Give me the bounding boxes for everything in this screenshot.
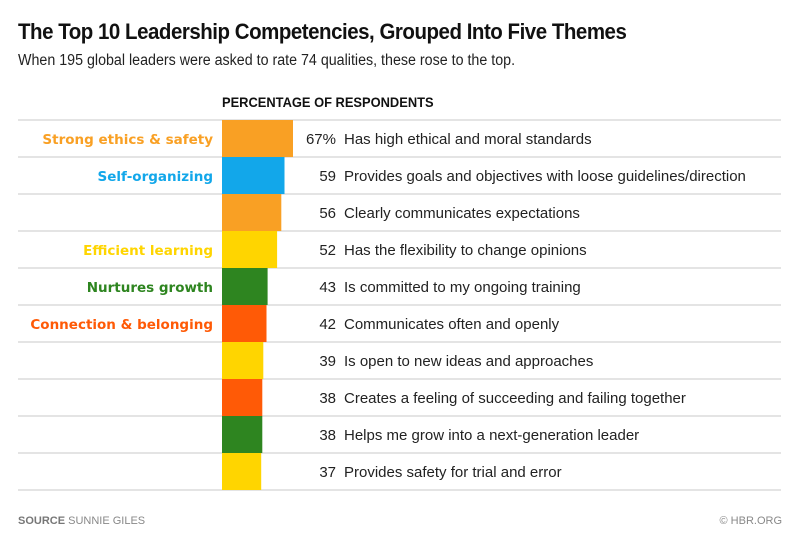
theme-label: Strong ethics & safety xyxy=(42,132,213,148)
bar xyxy=(222,194,282,231)
value-label: 38 xyxy=(319,427,336,444)
bar xyxy=(222,416,263,453)
chart-title: The Top 10 Leadership Competencies, Grou… xyxy=(18,19,627,44)
source-label: SOURCE xyxy=(18,515,66,527)
category-label: Communicates often and openly xyxy=(344,316,560,333)
bar xyxy=(222,342,264,379)
category-label: Creates a feeling of succeeding and fail… xyxy=(344,390,686,407)
value-label: 39 xyxy=(319,353,336,370)
source-note: SOURCE SUNNIE GILES xyxy=(18,515,145,527)
category-label: Has the flexibility to change opinions xyxy=(344,242,587,259)
category-label: Is committed to my ongoing training xyxy=(344,279,581,296)
value-label: 59 xyxy=(319,168,336,185)
bar xyxy=(222,453,262,490)
bar xyxy=(222,157,285,194)
value-label: 67% xyxy=(306,131,336,148)
theme-label: Connection & belonging xyxy=(30,317,213,333)
value-label: 37 xyxy=(319,464,336,481)
category-label: Provides safety for trial and error xyxy=(344,464,562,481)
category-label: Provides goals and objectives with loose… xyxy=(344,168,746,185)
category-label: Has high ethical and moral standards xyxy=(344,131,592,148)
value-label: 52 xyxy=(319,242,336,259)
value-label: 43 xyxy=(319,279,336,296)
bar xyxy=(222,305,267,342)
value-label: 38 xyxy=(319,390,336,407)
theme-label: Efficient learning xyxy=(83,243,213,259)
value-label: 42 xyxy=(319,316,336,333)
source-value: SUNNIE GILES xyxy=(68,515,146,527)
theme-label: Nurtures growth xyxy=(87,280,213,296)
chart-subtitle: When 195 global leaders were asked to ra… xyxy=(18,52,516,69)
theme-label: Self-organizing xyxy=(98,169,213,185)
value-label: 56 xyxy=(319,205,336,222)
bar xyxy=(222,120,293,157)
bar xyxy=(222,231,278,268)
category-label: Helps me grow into a next-generation lea… xyxy=(344,427,639,444)
bar xyxy=(222,379,263,416)
x-axis-label: PERCENTAGE OF RESPONDENTS xyxy=(222,94,434,110)
bar xyxy=(222,268,268,305)
category-label: Is open to new ideas and approaches xyxy=(344,353,593,370)
category-label: Clearly communicates expectations xyxy=(344,205,580,222)
copyright: © HBR.ORG xyxy=(719,515,783,527)
